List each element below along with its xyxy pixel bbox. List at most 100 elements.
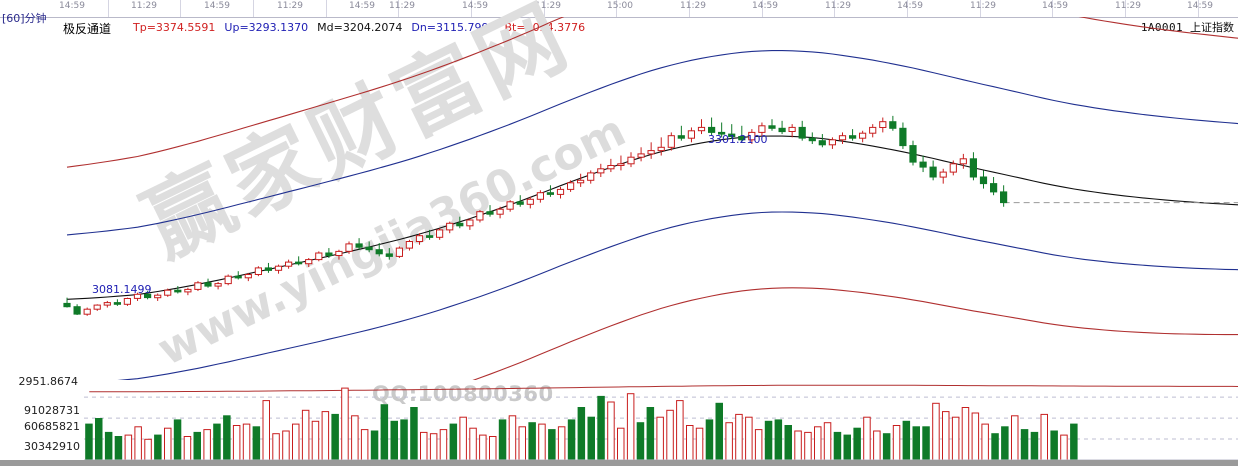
candle-body [1000,191,1008,204]
indicator-value-dn: Dn=3115.7997 [411,21,496,34]
candle-body [556,188,565,195]
volume-bar [636,422,645,461]
candle-body [687,130,695,139]
candle-body [274,265,283,271]
volume-bar [390,420,398,461]
candle-body [738,136,746,141]
volume-overlay-line [89,384,1238,393]
candle-body [365,246,373,251]
time-axis-separator [544,0,545,17]
volume-bar [439,429,448,461]
candle-body [788,126,796,133]
time-axis-tick: 15:00 [607,1,633,11]
volume-bar [193,431,201,461]
price-chart-svg [63,17,1238,380]
volume-bar [656,416,664,461]
candle-body [778,127,786,133]
candle-body [405,241,413,249]
candle-body [939,171,947,178]
candle-body [214,283,222,287]
band-line-md [66,135,1238,300]
candle-body [818,140,826,146]
symbol-name: 上证指数 [1190,21,1234,34]
price-annotation-label: 3301.2100 [708,133,768,146]
volume-bar [489,436,497,461]
candle-body [617,163,625,167]
time-axis-tick: 11:29 [277,1,303,11]
time-axis-tick: 14:59 [59,1,85,11]
candle-body [627,156,635,165]
volume-bar [400,419,408,461]
candle-body [949,163,957,173]
volume-bar [557,426,566,461]
candle-body [859,132,867,139]
volume-bar [666,409,674,461]
candle-body [164,289,172,296]
price-chart-pane[interactable]: 3301.2100 3081.1499 [0,17,1238,380]
time-axis-separator [1052,0,1053,17]
volume-bar [321,411,330,461]
volume-bar [745,416,753,461]
time-axis-tick: 14:59 [349,1,375,11]
band-line-up [66,50,1238,236]
candle-body [869,126,877,134]
volume-bar [370,430,379,461]
volume-bar [311,420,320,461]
candle-body [83,308,91,315]
volume-bar [203,429,211,461]
candle-body [748,131,756,141]
time-axis: 14:59 11:29 14:59 11:29 14:59 11:29 14:59 11:29… [0,0,1238,18]
volume-bar [548,429,556,461]
volume-bar [784,425,792,461]
volume-bar [794,430,802,461]
indicator-value-up: Up=3293.1370 [224,21,309,34]
candle-body [808,137,816,142]
candle-body [446,222,454,231]
candle-body [828,139,836,146]
candle-body [969,158,977,178]
volume-bar [902,420,911,461]
time-axis-tick: 14:59 [1042,1,1068,11]
volume-bar [912,426,920,461]
volume-bar [164,427,172,461]
time-axis-separator [398,0,399,17]
candle-body [476,211,484,221]
time-axis-separator [980,0,981,17]
candle-body [959,158,967,165]
volume-bar-series [85,387,1078,461]
candle-body [718,131,726,135]
volume-bar [1011,415,1019,461]
candle-body [466,219,474,227]
indicator-name: 极反通道 [63,22,112,36]
volume-bar [479,434,487,461]
volume-bar [351,415,359,461]
volume-bar [262,400,270,461]
volume-bar [814,426,822,461]
volume-bar [676,400,684,461]
volume-bar [292,423,300,461]
candle-body [244,274,252,279]
candle-body [899,127,907,147]
volume-bar [833,431,842,461]
candle-body [758,125,766,133]
volume-bar [459,416,467,461]
volume-bar [843,434,851,461]
volume-bar [144,438,152,461]
volume-bar [508,415,517,461]
time-axis-tick: 14:59 [462,1,488,11]
volume-bar [154,434,162,461]
time-axis-tick: 11:29 [131,1,157,11]
candle-body [496,208,504,215]
time-axis-separator [689,0,690,17]
volume-bar [882,433,891,461]
candle-body [567,182,575,190]
volume-chart-pane[interactable] [0,380,1238,462]
volume-bar [892,425,901,461]
time-axis-separator [471,0,472,17]
candle-body [587,172,595,181]
candle-body [103,302,111,306]
volume-bar [577,407,586,461]
candle-body [506,201,514,210]
time-axis-tick: 14:59 [752,1,778,11]
